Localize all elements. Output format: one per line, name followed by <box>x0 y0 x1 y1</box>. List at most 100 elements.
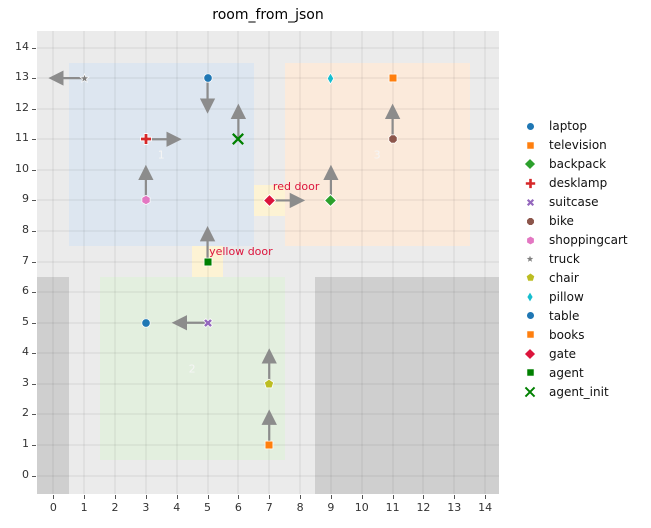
legend-item-bike: bike <box>520 212 628 231</box>
x-tick-label-3: 3 <box>142 501 150 514</box>
y-tick-2 <box>32 414 36 416</box>
direction-arrows-layer <box>48 70 401 446</box>
gridline-y-13 <box>37 77 499 80</box>
legend-marker-icon-bike <box>525 217 535 226</box>
y-tick-label-9: 9 <box>22 192 29 206</box>
legend-marker-desklamp <box>520 177 540 190</box>
y-tick-label-10: 10 <box>15 161 29 175</box>
x-tick-1 <box>84 495 86 499</box>
legend-marker-icon-gate <box>523 347 537 360</box>
legend-item-television: television <box>520 136 628 155</box>
legend-item-chair: chair <box>520 269 628 288</box>
marker-books <box>388 73 397 83</box>
legend-marker-agent_init <box>520 385 540 399</box>
y-tick-1 <box>32 445 36 447</box>
y-tick-label-11: 11 <box>15 131 29 145</box>
x-tick-12 <box>423 495 425 499</box>
gridline-y-14 <box>37 46 499 49</box>
x-tick-label-2: 2 <box>111 501 119 514</box>
x-tick-3 <box>145 495 147 499</box>
y-tick-label-5: 5 <box>22 314 29 328</box>
x-tick-11 <box>392 495 394 499</box>
legend-item-gate: gate <box>520 344 628 363</box>
legend-marker-television <box>520 140 540 151</box>
chart-title: room_from_json <box>212 7 324 23</box>
legend-marker-icon-books <box>526 330 534 339</box>
gridline-x-9 <box>329 31 332 494</box>
x-tick-label-10: 10 <box>354 501 369 514</box>
y-tick-13 <box>32 78 36 80</box>
y-tick-label-8: 8 <box>22 223 29 236</box>
legend-item-suitcase: suitcase <box>520 193 628 212</box>
legend-label-agent_init: agent_init <box>549 384 609 399</box>
legend-item-pillow: pillow <box>520 287 628 306</box>
legend-label-backpack: backpack <box>549 157 607 172</box>
y-tick-label-12: 12 <box>15 100 29 114</box>
y-tick-label-3: 3 <box>22 375 29 389</box>
y-tick-11 <box>32 139 36 141</box>
legend-label-gate: gate <box>549 346 577 361</box>
legend-marker-icon-desklamp <box>524 177 536 189</box>
y-tick-6 <box>32 292 36 294</box>
marker-backpack <box>324 193 338 208</box>
gridline-y-7 <box>37 260 499 263</box>
gridline-y-12 <box>37 107 499 110</box>
legend-label-bike: bike <box>549 214 574 229</box>
legend-marker-gate <box>520 347 540 361</box>
legend-marker-truck <box>520 254 540 264</box>
legend-marker-icon-laptop <box>525 122 535 131</box>
marker-chair <box>264 378 275 389</box>
x-tick-label-1: 1 <box>80 501 88 514</box>
y-tick-label-7: 7 <box>22 253 29 267</box>
legend-marker-icon-chair <box>525 273 535 282</box>
y-tick-label-2: 2 <box>22 406 29 420</box>
x-tick-label-14: 14 <box>478 501 493 514</box>
y-tick-9 <box>32 200 36 202</box>
gridline-x-8 <box>299 31 302 494</box>
legend-marker-shoppingcart <box>520 235 540 246</box>
room-number-label-1: 1 <box>157 148 165 162</box>
legend-label-agent: agent <box>549 365 584 380</box>
legend-marker-icon-shoppingcart <box>525 235 535 245</box>
y-tick-label-14: 14 <box>15 39 29 53</box>
legend-item-backpack: backpack <box>520 155 628 174</box>
x-tick-6 <box>238 495 240 499</box>
x-tick-label-8: 8 <box>296 501 304 514</box>
gridline-x-2 <box>114 31 117 494</box>
legend-marker-bike <box>520 216 540 227</box>
legend-marker-icon-pillow <box>526 291 534 303</box>
legend-marker-chair <box>520 272 540 283</box>
x-tick-9 <box>330 495 332 499</box>
x-tick-0 <box>53 495 55 499</box>
legend-marker-icon-truck <box>525 254 535 264</box>
marker-truck <box>78 72 90 83</box>
marker-agent <box>203 257 212 266</box>
x-tick-label-9: 9 <box>327 501 335 514</box>
gridline-y-5 <box>37 321 499 324</box>
y-tick-8 <box>32 231 36 232</box>
x-tick-13 <box>454 495 456 499</box>
x-tick-label-6: 6 <box>234 501 242 514</box>
marker-agent_init <box>232 133 245 146</box>
legend-item-table: table <box>520 306 628 325</box>
legend-marker-icon-agent <box>526 368 534 377</box>
legend-marker-icon-table <box>525 311 535 321</box>
y-tick-14 <box>32 47 36 49</box>
y-tick-5 <box>32 322 36 324</box>
x-tick-7 <box>269 495 271 499</box>
legend-marker-backpack <box>520 157 540 171</box>
gridline-x-0 <box>52 31 55 494</box>
legend-marker-books <box>520 329 540 340</box>
gridline-x-11 <box>391 31 394 494</box>
marker-shoppingcart <box>141 195 151 206</box>
legend: laptop television backpack desklamp suitcase… <box>520 117 628 401</box>
legend-label-suitcase: suitcase <box>549 195 599 210</box>
legend-marker-pillow <box>520 291 540 303</box>
marker-television <box>264 440 274 450</box>
marker-pillow <box>327 71 335 85</box>
y-tick-3 <box>32 383 36 385</box>
y-tick-label-13: 13 <box>15 70 29 84</box>
gridline-x-6 <box>237 31 240 494</box>
y-tick-4 <box>32 353 36 355</box>
gridline-x-7 <box>268 31 271 494</box>
